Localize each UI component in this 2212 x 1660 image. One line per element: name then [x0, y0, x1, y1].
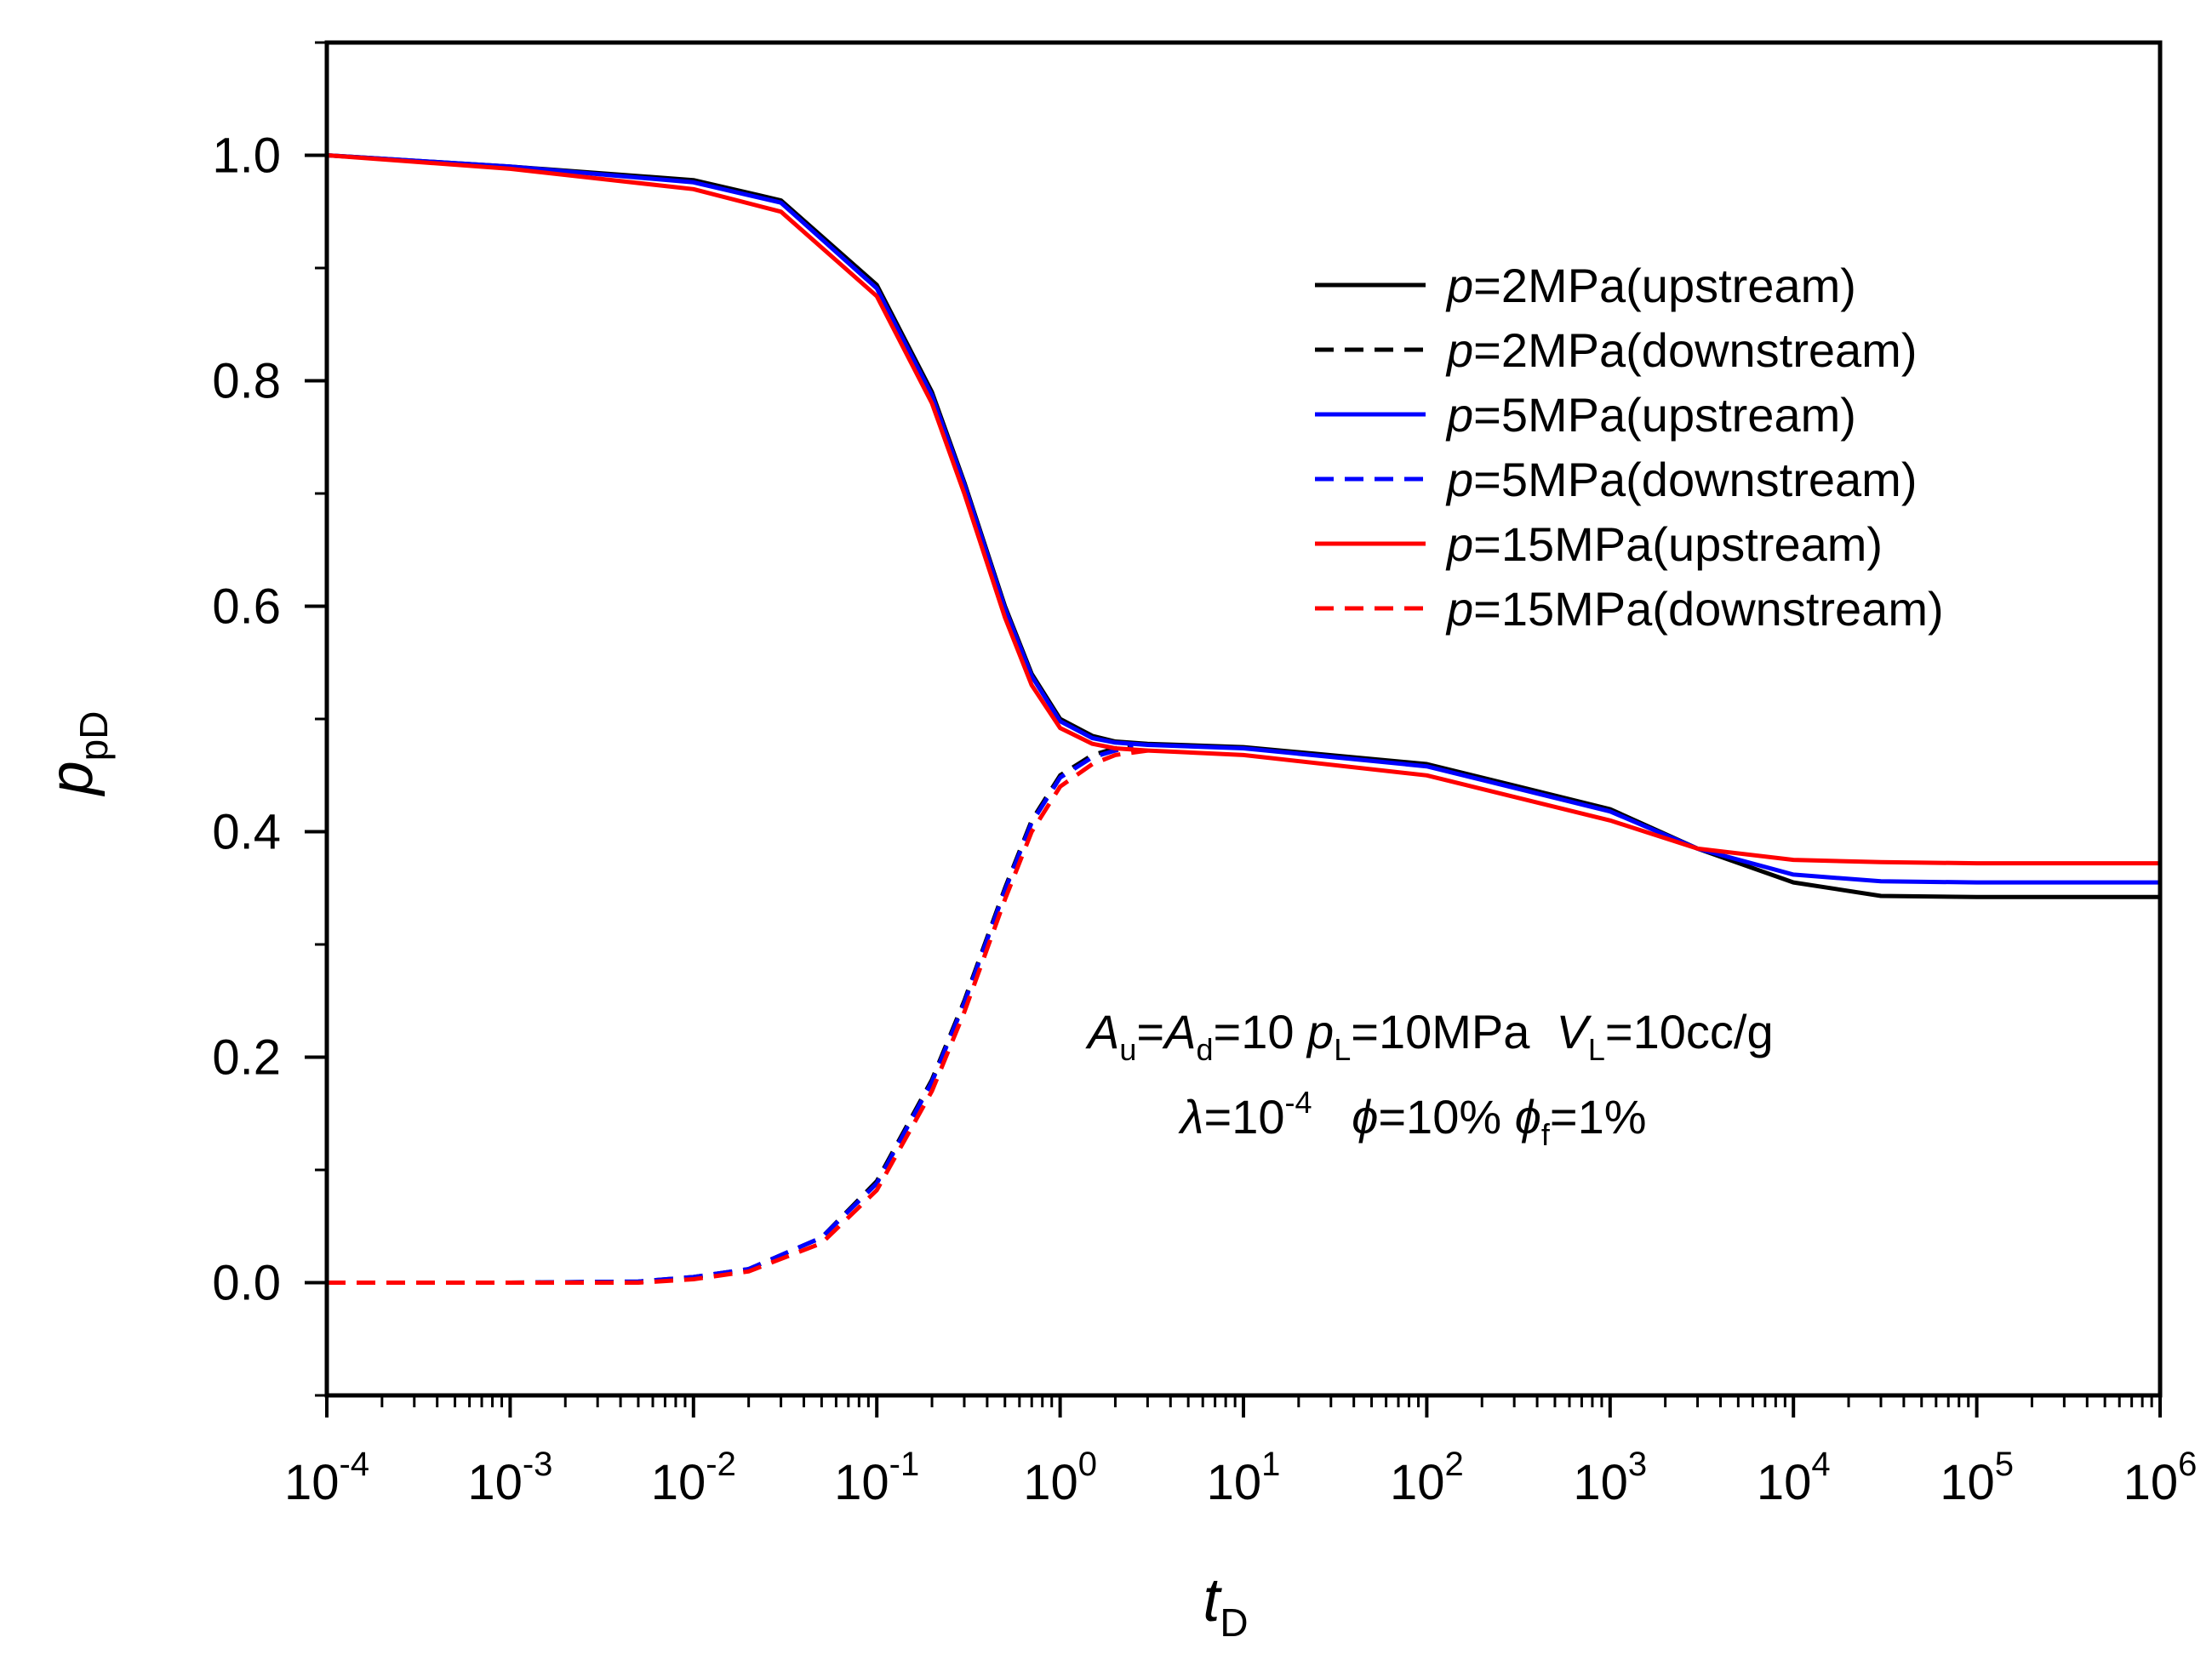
x-tick-label: 10-2 [651, 1446, 736, 1510]
legend-label: p=2MPa(downstream) [1445, 323, 1917, 377]
annotation-line-2: λ=10-4 ϕ=10% ϕf=1% [1088, 1085, 1712, 1152]
y-tick-label: 0.2 [212, 1030, 281, 1086]
y-tick-label: 0.8 [212, 354, 281, 409]
series-layer [326, 153, 2160, 1285]
legend-label: p=5MPa(upstream) [1445, 388, 1856, 442]
series-line-5 [326, 153, 2160, 866]
y-tick-label: 0.0 [212, 1256, 281, 1311]
x-tick-label: 106 [2123, 1446, 2198, 1510]
x-tick-label: 100 [1023, 1446, 1097, 1510]
y-tick-labels: 0.0 0.2 0.4 0.6 0.8 1.0 [212, 128, 281, 1311]
legend: p=2MPa(upstream) p=2MPa(downstream) p=5MPa… [1315, 259, 1944, 636]
x-tick-labels: 10-4 10-3 10-2 10-1 100 101 102 103 104 105 106 [284, 1446, 2197, 1510]
legend-label: p=15MPa(downstream) [1445, 582, 1944, 636]
legend-label: p=5MPa(downstream) [1445, 453, 1917, 506]
annotation-line-1: Au=Ad=10 pL=10MPa VL=10cc/g [1085, 1005, 1774, 1067]
x-tick-label: 103 [1573, 1446, 1647, 1510]
major-ticks [305, 153, 2162, 1418]
x-tick-label: 10-3 [467, 1446, 552, 1510]
legend-label: p=15MPa(upstream) [1445, 517, 1883, 571]
legend-label: p=2MPa(upstream) [1445, 259, 1856, 312]
x-tick-label: 101 [1207, 1446, 1281, 1510]
x-tick-label: 105 [1940, 1446, 2014, 1510]
series-line-6 [327, 748, 1148, 1285]
x-tick-label: 104 [1757, 1446, 1831, 1510]
y-axis-label: ppD [37, 711, 116, 797]
y-tick-label: 1.0 [212, 128, 281, 184]
y-tick-label: 0.4 [212, 805, 281, 860]
x-axis-label: tD [1203, 1566, 1248, 1645]
x-tick-label: 10-1 [834, 1446, 919, 1510]
x-tick-label: 102 [1390, 1446, 1464, 1510]
y-tick-label: 0.6 [212, 579, 281, 635]
annotation-block: Au=Ad=10 pL=10MPa VL=10cc/g λ=10-4 ϕ=10%… [1085, 1005, 1774, 1152]
series-line-3 [326, 153, 2160, 885]
x-tick-label: 10-4 [284, 1446, 369, 1510]
